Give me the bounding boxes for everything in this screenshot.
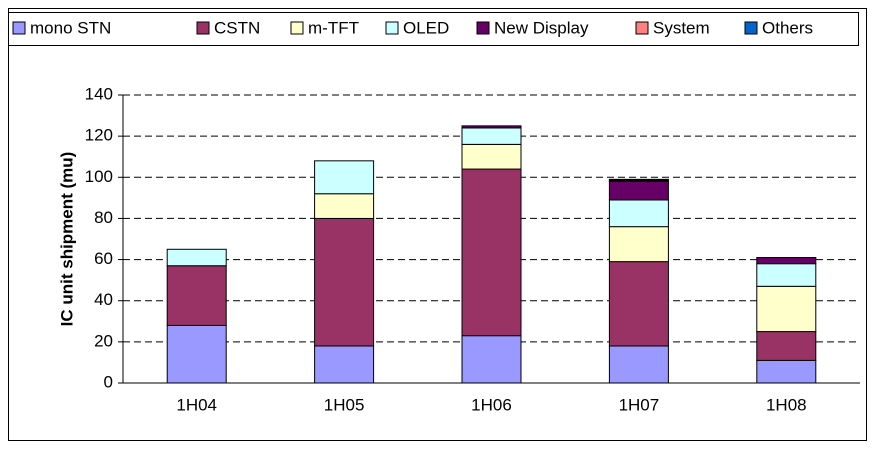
bar-segment xyxy=(608,261,669,347)
bar-segment xyxy=(314,193,375,219)
legend-swatch xyxy=(196,21,210,35)
y-tick-label: 40 xyxy=(94,290,113,309)
legend-swatch xyxy=(12,21,26,35)
legend-label: mono STN xyxy=(30,18,111,37)
legend-label: OLED xyxy=(403,18,449,37)
x-tick-label: 1H06 xyxy=(471,395,512,414)
legend-swatch xyxy=(744,21,758,35)
legend-label: New Display xyxy=(494,18,589,37)
legend-label: System xyxy=(653,18,710,37)
y-tick-label: 20 xyxy=(94,331,113,350)
legend-swatch xyxy=(476,21,490,35)
bar-segment xyxy=(461,335,522,384)
bar-segment xyxy=(608,345,669,384)
y-tick-label: 80 xyxy=(94,208,113,227)
bar-segment xyxy=(314,217,375,347)
bar-segment xyxy=(756,331,817,361)
legend-swatch xyxy=(290,21,304,35)
y-axis-label: IC unit shipment (mu) xyxy=(57,152,76,327)
y-tick-label: 100 xyxy=(85,167,113,186)
y-tick-label: 0 xyxy=(104,372,113,391)
bar-segment xyxy=(461,143,522,170)
x-tick-label: 1H08 xyxy=(766,395,807,414)
bar-segment xyxy=(608,199,669,228)
bar-segment xyxy=(314,160,375,195)
bar-segment xyxy=(166,248,227,267)
legend-swatch xyxy=(635,21,649,35)
bar-segment xyxy=(461,125,522,129)
legend-swatch xyxy=(385,21,399,35)
legend-box xyxy=(8,12,859,46)
bar-segment xyxy=(166,324,227,384)
y-tick-label: 120 xyxy=(85,126,113,145)
legend-label: CSTN xyxy=(214,18,260,37)
bar-segment xyxy=(461,168,522,337)
bar-segment xyxy=(756,285,817,333)
legend-label: m-TFT xyxy=(308,18,359,37)
x-tick-label: 1H07 xyxy=(619,395,660,414)
y-tick-label: 60 xyxy=(94,249,113,268)
bar-segment xyxy=(166,265,227,326)
bar-segment xyxy=(314,345,375,384)
x-tick-label: 1H05 xyxy=(324,395,365,414)
bar-segment xyxy=(756,263,817,287)
x-tick-label: 1H04 xyxy=(176,395,217,414)
bar-segment xyxy=(756,359,817,384)
y-tick-label: 140 xyxy=(85,84,113,103)
bar-segment xyxy=(756,257,817,265)
legend-label: Others xyxy=(762,18,813,37)
bar-segment xyxy=(608,180,669,201)
bar-segment xyxy=(608,226,669,263)
bar-segment xyxy=(461,127,522,145)
bar-segment xyxy=(608,178,669,181)
